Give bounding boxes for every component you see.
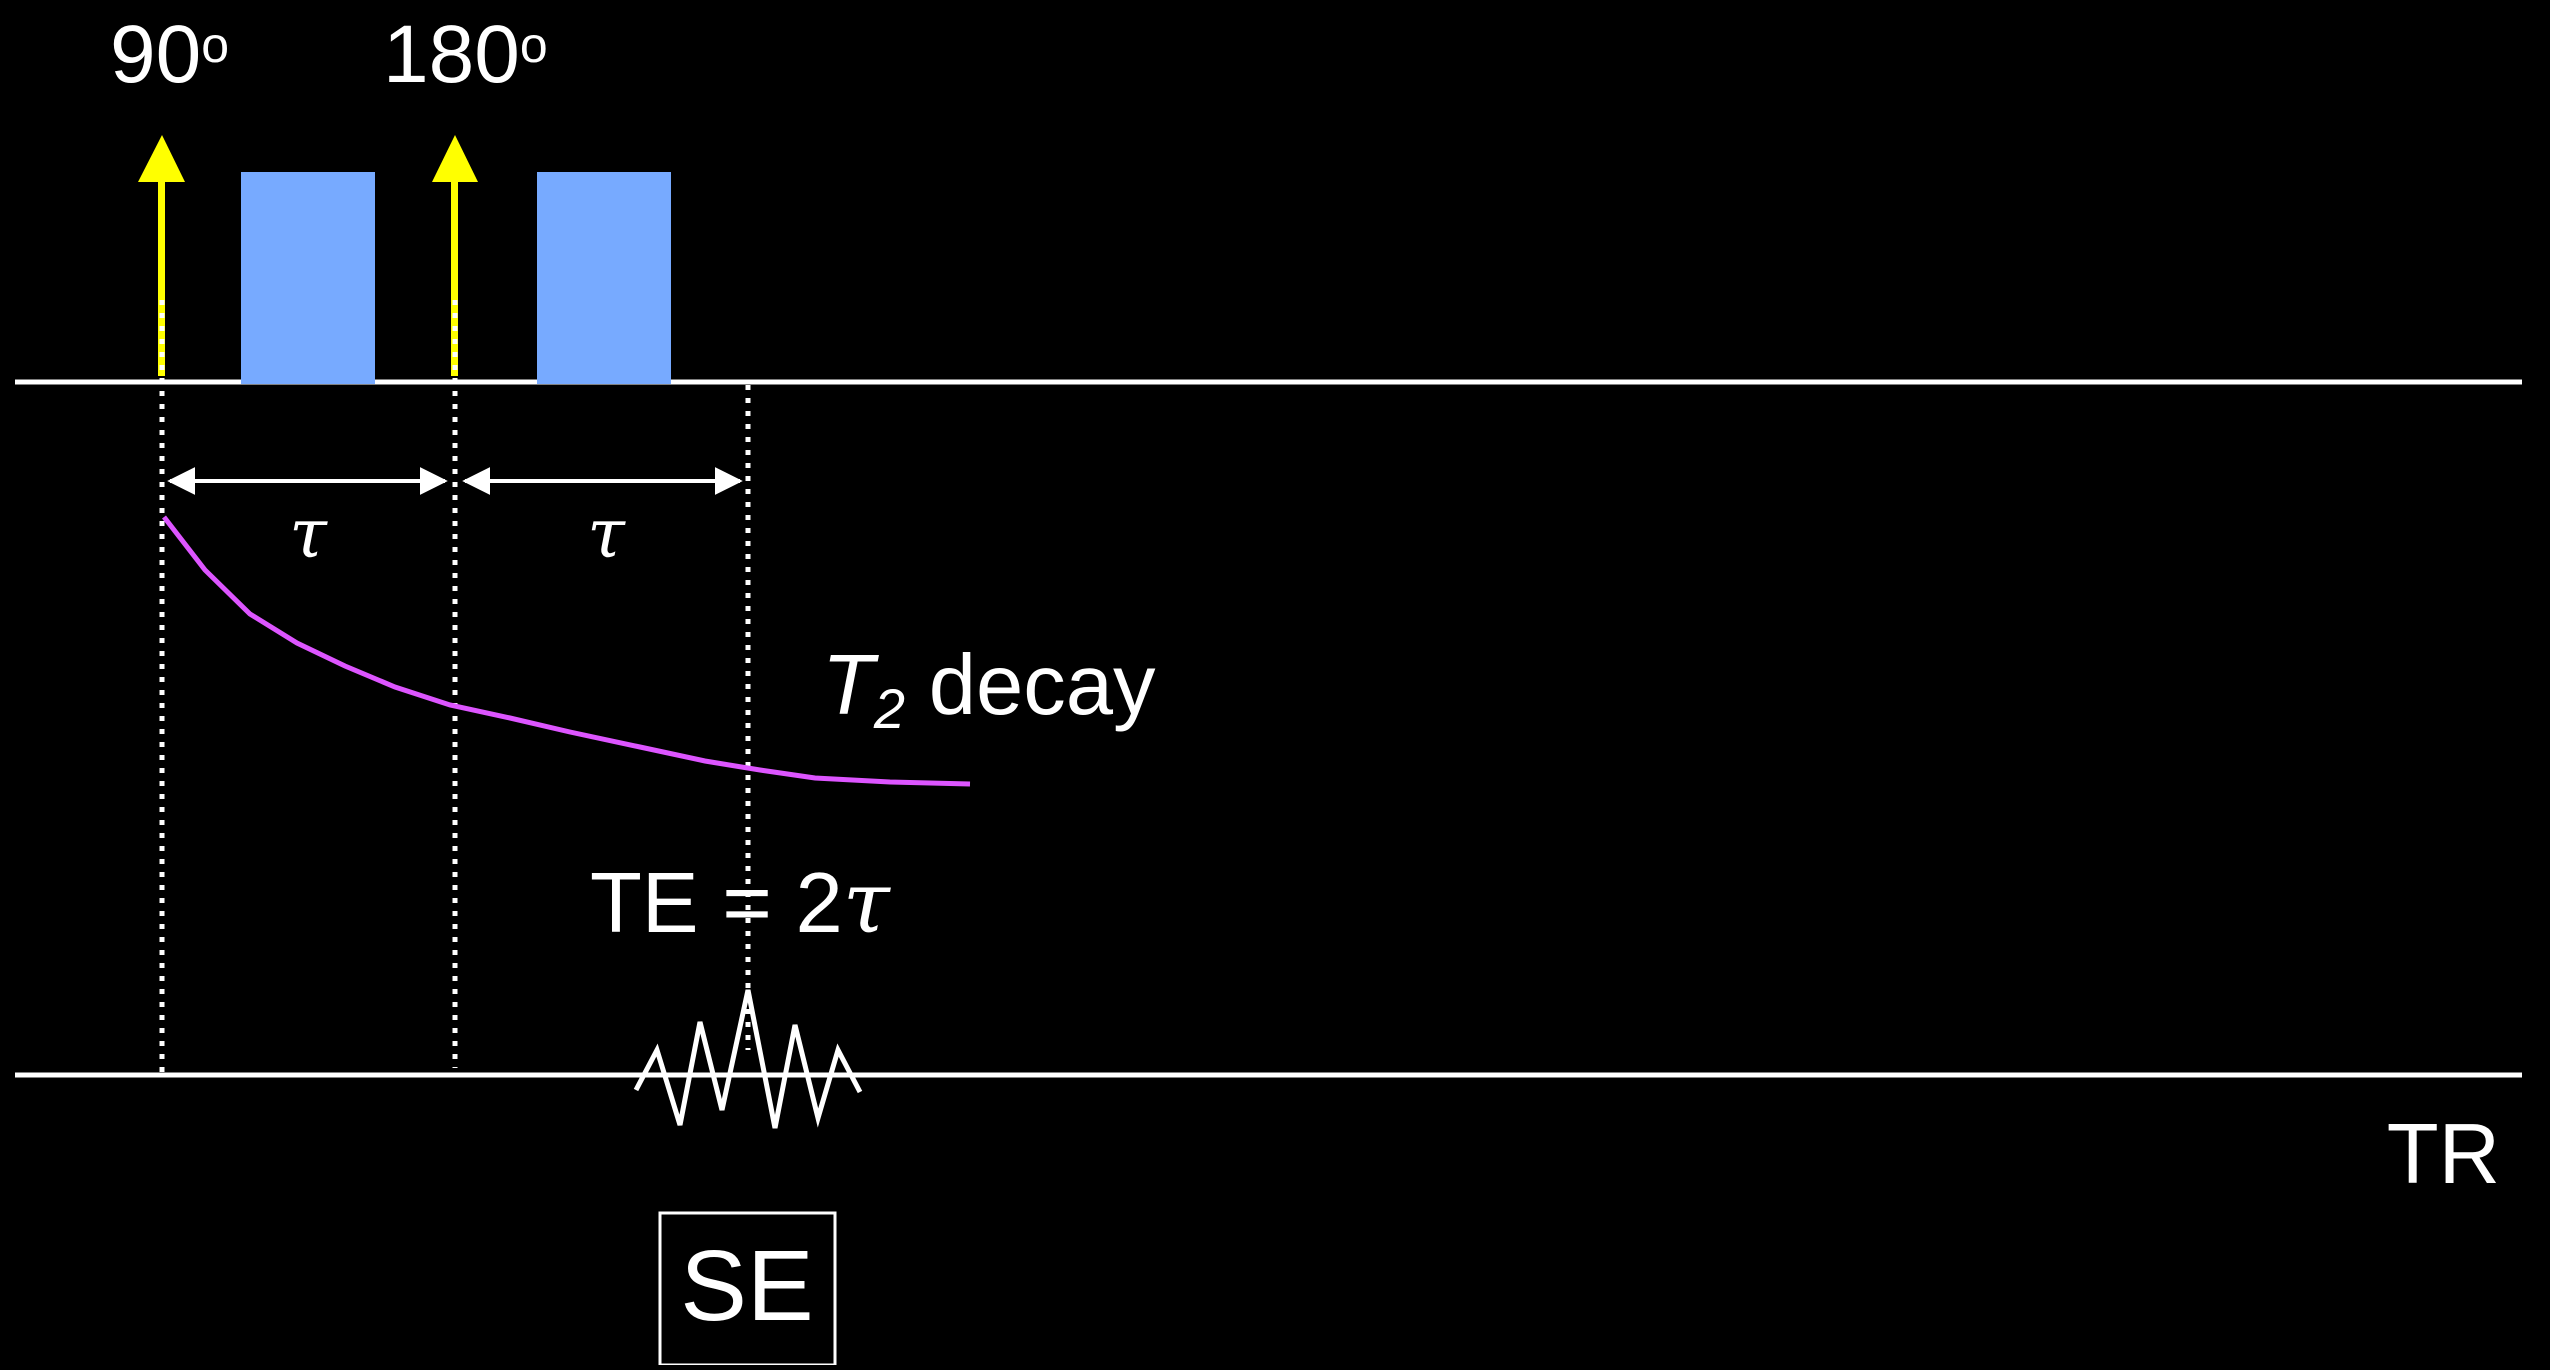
pulse-180-label: 180o <box>383 9 548 100</box>
gradient-block-1 <box>241 172 375 384</box>
tr-label: TR <box>2387 1107 2500 1202</box>
pulse-90-label: 90o <box>110 9 229 100</box>
tau-label-1: τ <box>289 495 328 574</box>
gradient-block-2 <box>537 172 671 384</box>
rf-pulse-90-arrow <box>138 135 185 376</box>
spin-echo-signal <box>633 989 863 1129</box>
tau-label-2: τ <box>587 495 626 574</box>
te-label: TE = 2τ <box>590 854 892 953</box>
echo-label: SE <box>680 1230 813 1342</box>
t2-decay-label: T2 decay <box>822 638 1156 740</box>
t2-decay-curve <box>162 515 971 787</box>
rf-pulse-180-arrow <box>432 135 478 376</box>
